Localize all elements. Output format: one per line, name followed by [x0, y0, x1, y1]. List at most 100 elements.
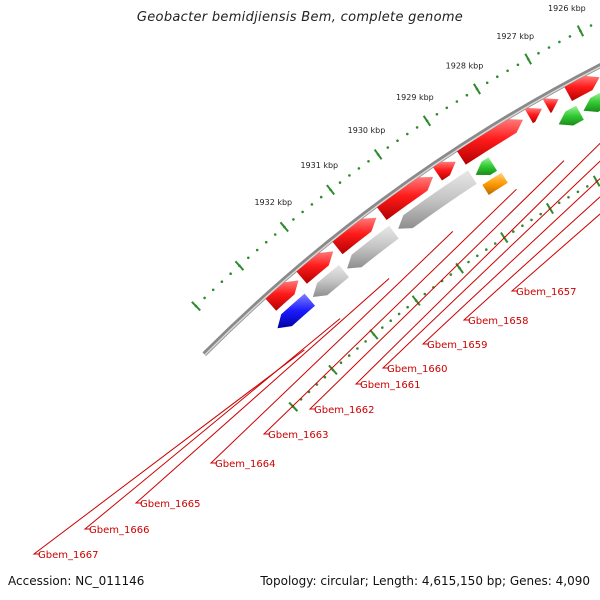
- tick-mark-inner: [592, 175, 600, 187]
- tick-dot-inner: [423, 292, 427, 296]
- gene-leader-line: [209, 231, 454, 464]
- tick-dot-outer: [386, 146, 390, 149]
- gene-label[interactable]: Gbem_1662: [314, 405, 374, 416]
- tick-dot-outer: [465, 93, 469, 97]
- tick-dot-outer: [558, 40, 561, 44]
- kbp-tick-label: 1930 kbp: [348, 126, 386, 135]
- tick-mark-inner: [369, 329, 379, 340]
- tick-mark-outer: [326, 184, 336, 196]
- tick-dot-inner: [323, 375, 327, 379]
- tick-mark-outer: [524, 53, 532, 65]
- gene-label[interactable]: Gbem_1666: [89, 525, 149, 536]
- gene-label[interactable]: Gbem_1663: [268, 430, 328, 441]
- tick-dot-outer: [211, 288, 215, 292]
- topology-summary: Topology: circular; Length: 4,615,150 bp…: [260, 574, 590, 588]
- tick-mark-inner: [328, 364, 338, 376]
- tick-dot-inner: [467, 260, 470, 264]
- tick-dot-inner: [576, 190, 580, 194]
- tick-dot-outer: [516, 63, 520, 67]
- reverse-cds-green: [475, 157, 497, 175]
- tick-dot-outer: [319, 195, 323, 199]
- tick-dot-outer: [255, 248, 259, 252]
- accession-text: Accession: NC_011146: [8, 574, 145, 588]
- tick-dot-outer: [568, 35, 572, 38]
- kbp-tick-label: 1931 kbp: [300, 161, 338, 170]
- tick-dot-outer: [357, 167, 361, 170]
- tick-mark-outer: [576, 25, 585, 37]
- forward-cds-block: [524, 107, 542, 124]
- backbone-ring: [202, 63, 600, 356]
- gene-leader-line: [32, 349, 305, 555]
- forward-cds-block: [332, 217, 377, 255]
- gene-leader-line: [83, 318, 341, 530]
- gene-label[interactable]: Gbem_1658: [468, 316, 528, 327]
- reverse-cds-block: [398, 170, 477, 229]
- tick-dot-inner: [586, 185, 589, 188]
- forward-cds-block: [564, 75, 600, 101]
- tick-dot-inner: [485, 248, 488, 251]
- gene-label[interactable]: Gbem_1661: [360, 380, 420, 391]
- tick-dot-outer: [338, 181, 342, 184]
- tick-dot-outer: [455, 100, 459, 103]
- tick-dot-outer: [273, 233, 277, 236]
- tick-dot-inner: [397, 312, 401, 316]
- tick-mark-outer: [191, 301, 201, 312]
- reverse-cds-block: [347, 225, 399, 269]
- tick-mark-outer: [234, 260, 245, 271]
- gene-label[interactable]: Gbem_1659: [427, 340, 487, 351]
- gene-label[interactable]: Gbem_1667: [38, 550, 98, 561]
- tick-dot-inner: [567, 196, 570, 199]
- tick-dot-inner: [512, 230, 515, 233]
- tick-dot-outer: [264, 240, 268, 244]
- tick-dot-outer: [220, 280, 224, 284]
- tick-dot-outer: [445, 106, 449, 110]
- tick-dot-outer: [485, 81, 489, 85]
- forward-cds-block: [542, 98, 559, 113]
- tick-dot-outer: [537, 51, 540, 55]
- tick-dot-inner: [339, 361, 343, 365]
- reverse-cds-green: [583, 92, 600, 112]
- gene-leader-line: [381, 160, 600, 369]
- tick-dot-outer: [367, 160, 370, 163]
- tick-dot-inner: [530, 218, 533, 222]
- kbp-tick-label: 1928 kbp: [446, 62, 484, 71]
- tick-dot-outer: [506, 69, 509, 73]
- tick-mark-outer: [473, 83, 481, 95]
- gene-leader-line: [462, 196, 600, 321]
- tick-dot-outer: [301, 210, 304, 214]
- gene-leader-line: [510, 213, 600, 292]
- forward-cds-block: [296, 251, 334, 284]
- gene-label[interactable]: Gbem_1664: [215, 459, 275, 470]
- tick-mark-inner: [288, 401, 299, 412]
- gene-leader-line: [354, 142, 600, 385]
- tick-mark-outer: [373, 148, 383, 160]
- tick-dot-outer: [406, 132, 409, 136]
- tick-dot-inner: [347, 354, 351, 357]
- tick-mark-outer: [422, 115, 432, 127]
- kbp-tick-label: 1929 kbp: [396, 93, 434, 102]
- tick-dot-outer: [547, 46, 551, 49]
- tick-dot-outer: [348, 174, 351, 177]
- gene-label[interactable]: Gbem_1657: [516, 287, 576, 298]
- tick-dot-outer: [435, 113, 439, 116]
- tick-dot-inner: [539, 212, 542, 216]
- reverse-cds-orange: [482, 172, 508, 195]
- forward-cds-block: [457, 119, 523, 165]
- genome-title: Geobacter bemidjiensis Bem, complete gen…: [136, 10, 464, 25]
- gene-label[interactable]: Gbem_1660: [387, 364, 447, 375]
- gene-label[interactable]: Gbem_1665: [140, 499, 200, 510]
- tick-dot-outer: [247, 256, 250, 260]
- tick-dot-outer: [496, 75, 499, 78]
- forward-cds-block: [265, 280, 299, 311]
- gene-leader-line: [134, 278, 390, 504]
- tick-dot-inner: [521, 224, 524, 227]
- tick-dot-inner: [364, 340, 367, 343]
- tick-dot-inner: [381, 326, 384, 329]
- tick-dot-outer: [229, 272, 232, 276]
- kbp-tick-label: 1927 kbp: [496, 32, 534, 41]
- forward-cds-block: [377, 177, 433, 220]
- tick-mark-inner: [411, 295, 421, 306]
- gene-leader-line: [262, 188, 517, 435]
- tick-dot-outer: [292, 218, 295, 221]
- tick-dot-inner: [557, 201, 561, 205]
